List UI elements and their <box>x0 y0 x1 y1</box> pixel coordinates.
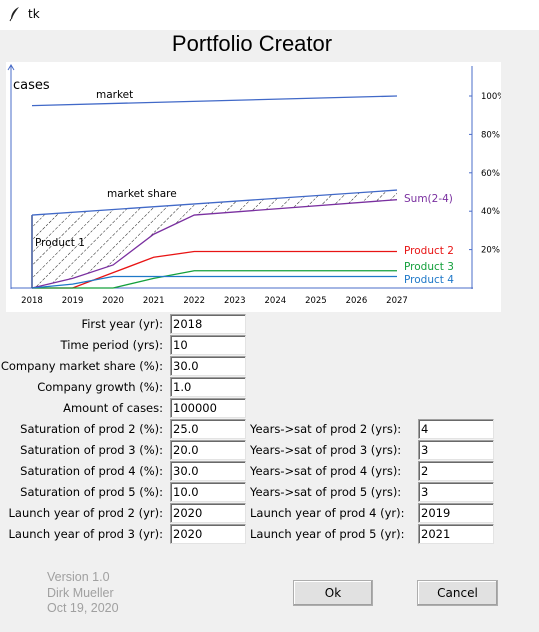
left-input-1[interactable]: 10 <box>170 335 246 355</box>
left-input-9[interactable]: 2020 <box>170 503 246 523</box>
x-tick-2019: 2019 <box>62 296 84 306</box>
right-input-2[interactable]: 2 <box>418 461 494 481</box>
left-input-10[interactable]: 2020 <box>170 524 246 544</box>
left-label-3: Company growth (%): <box>37 380 163 394</box>
series-label-product-4: Product 4 <box>404 274 454 286</box>
series-label-market: market <box>96 89 133 101</box>
product1-area <box>32 190 397 288</box>
pct-tick-60: 60% <box>481 169 500 179</box>
right-label-1: Years->sat of prod 3 (yrs): <box>250 443 402 457</box>
right-label-2: Years->sat of prod 4 (yrs): <box>250 464 402 478</box>
x-tick-2027: 2027 <box>386 296 408 306</box>
series-label-sum-2-4-: Sum(2-4) <box>404 193 453 205</box>
ok-button[interactable]: Ok <box>293 580 373 606</box>
right-input-4[interactable]: 2019 <box>418 503 494 523</box>
right-label-5: Launch year of prod 5 (yr): <box>250 527 405 541</box>
author-label: Dirk Mueller <box>47 585 114 600</box>
left-label-4: Amount of cases: <box>63 401 163 415</box>
x-tick-2018: 2018 <box>21 296 43 306</box>
right-label-4: Launch year of prod 4 (yr): <box>250 506 405 520</box>
left-input-3[interactable]: 1.0 <box>170 377 246 397</box>
app-title: Portfolio Creator <box>171 31 333 56</box>
x-tick-2025: 2025 <box>305 296 327 306</box>
left-label-0: First year (yr): <box>81 317 163 331</box>
feather-icon <box>9 7 19 22</box>
series-line-sum-2-4- <box>31 199 398 289</box>
date-label: Oct 19, 2020 <box>47 601 119 615</box>
left-label-5: Saturation of prod 2 (%): <box>20 422 163 436</box>
right-input-0[interactable]: 4 <box>418 419 494 439</box>
left-input-0[interactable]: 2018 <box>170 314 246 334</box>
left-input-2[interactable]: 30.0 <box>170 356 246 376</box>
left-label-6: Saturation of prod 3 (%): <box>20 443 163 457</box>
version-info: Version 1.0 Dirk Mueller Oct 19, 2020 <box>47 570 119 617</box>
right-input-3[interactable]: 3 <box>418 482 494 502</box>
series-label-product-3: Product 3 <box>404 261 454 273</box>
series-line-product-4 <box>31 275 397 289</box>
right-label-3: Years->sat of prod 5 (yrs): <box>250 485 402 499</box>
pct-tick-40: 40% <box>481 207 500 217</box>
left-label-8: Saturation of prod 5 (%): <box>20 485 163 499</box>
left-label-7: Saturation of prod 4 (%): <box>20 464 163 478</box>
x-tick-2020: 2020 <box>102 296 124 306</box>
left-input-5[interactable]: 25.0 <box>170 419 246 439</box>
x-tick-2022: 2022 <box>183 296 205 306</box>
title-bar: tk <box>0 0 539 30</box>
pct-tick-100: 100% <box>481 92 501 102</box>
series-label-product-2: Product 2 <box>404 245 454 257</box>
x-tick-2023: 2023 <box>224 296 246 306</box>
pct-tick-20: 20% <box>481 246 500 256</box>
left-input-7[interactable]: 30.0 <box>170 461 246 481</box>
left-input-4[interactable]: 100000 <box>170 398 246 418</box>
right-input-5[interactable]: 2021 <box>418 524 494 544</box>
series-line-market-share <box>31 189 398 216</box>
series-line-market <box>31 95 398 107</box>
chart-canvas: 2018 2019 2020 2021 2022 2023 2024 2025 2026 2027… <box>6 62 501 312</box>
x-tick-2026: 2026 <box>346 296 368 306</box>
left-label-1: Time period (yrs): <box>60 338 163 352</box>
portfolio-chart: 2018 2019 2020 2021 2022 2023 2024 2025 2026 2027… <box>7 64 501 306</box>
left-input-8[interactable]: 10.0 <box>170 482 246 502</box>
left-label-2: Company market share (%): <box>0 359 163 373</box>
right-input-1[interactable]: 3 <box>418 440 494 460</box>
window-title: tk <box>28 7 40 21</box>
left-label-9: Launch year of prod 2 (yr): <box>8 506 163 520</box>
series-line-product-3 <box>32 270 397 289</box>
left-label-10: Launch year of prod 3 (yr): <box>8 527 163 541</box>
y-axis-arrow <box>7 64 15 71</box>
version-label: Version 1.0 <box>47 570 110 584</box>
x-tick-2024: 2024 <box>265 296 287 306</box>
product1-label: Product 1 <box>35 237 85 249</box>
x-tick-2021: 2021 <box>143 296 165 306</box>
cancel-button[interactable]: Cancel <box>417 580 498 606</box>
pct-tick-80: 80% <box>481 130 500 140</box>
series-label-market-share: market share <box>107 188 177 200</box>
right-label-0: Years->sat of prod 2 (yrs): <box>250 422 402 436</box>
left-input-6[interactable]: 20.0 <box>170 440 246 460</box>
y-axis-label: cases <box>13 78 50 93</box>
